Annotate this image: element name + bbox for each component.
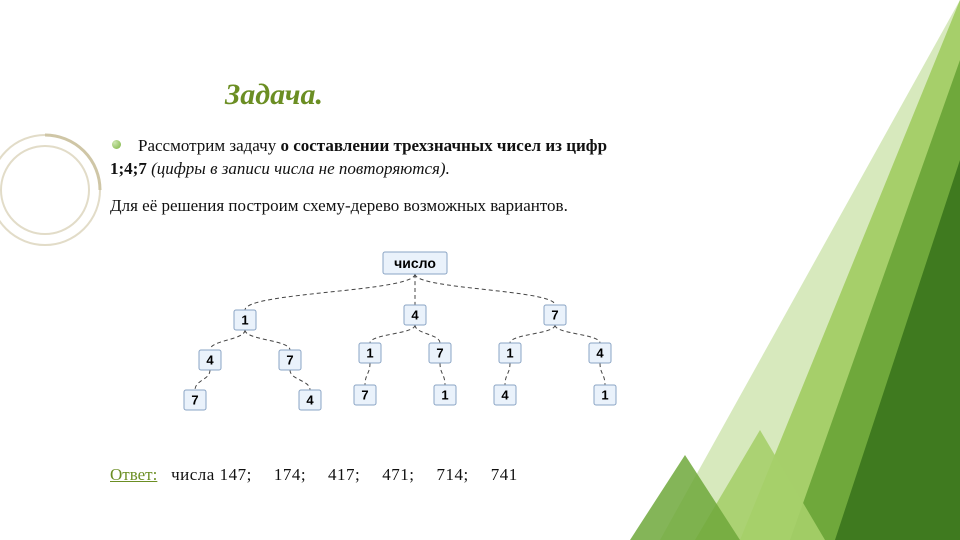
p1-ital: (цифры в записи числа не повторяются). [151, 159, 450, 178]
answer-numbers: числа 147;174;417;471;714;741 [162, 465, 518, 484]
paragraph-1: Рассмотрим задачу о составлении трехзнач… [110, 135, 640, 181]
svg-text:4: 4 [596, 346, 604, 361]
answer-line: Ответ: числа 147;174;417;471;714;741 [110, 465, 518, 485]
svg-text:1: 1 [366, 346, 373, 361]
svg-text:1: 1 [506, 346, 513, 361]
svg-text:число: число [394, 255, 436, 271]
svg-text:4: 4 [206, 353, 214, 368]
answer-label: Ответ: [110, 465, 157, 484]
svg-text:7: 7 [361, 388, 368, 403]
right-triangle-decoration [630, 0, 960, 540]
p1-lead: Рассмотрим задачу [138, 136, 280, 155]
svg-text:1: 1 [241, 313, 248, 328]
svg-text:4: 4 [501, 388, 509, 403]
svg-text:4: 4 [411, 308, 419, 323]
slide-title: Задача. [225, 78, 323, 112]
svg-text:1: 1 [601, 388, 608, 403]
svg-text:4: 4 [306, 393, 314, 408]
svg-text:7: 7 [551, 308, 558, 323]
svg-text:7: 7 [436, 346, 443, 361]
svg-text:7: 7 [191, 393, 198, 408]
svg-text:1: 1 [441, 388, 448, 403]
paragraph-2: Для её решения построим схему-дерево воз… [110, 195, 640, 218]
tree-diagram: число 1 4 7 4 7 1 7 1 4 7 4 7 1 4 1 [155, 245, 675, 435]
svg-text:7: 7 [286, 353, 293, 368]
